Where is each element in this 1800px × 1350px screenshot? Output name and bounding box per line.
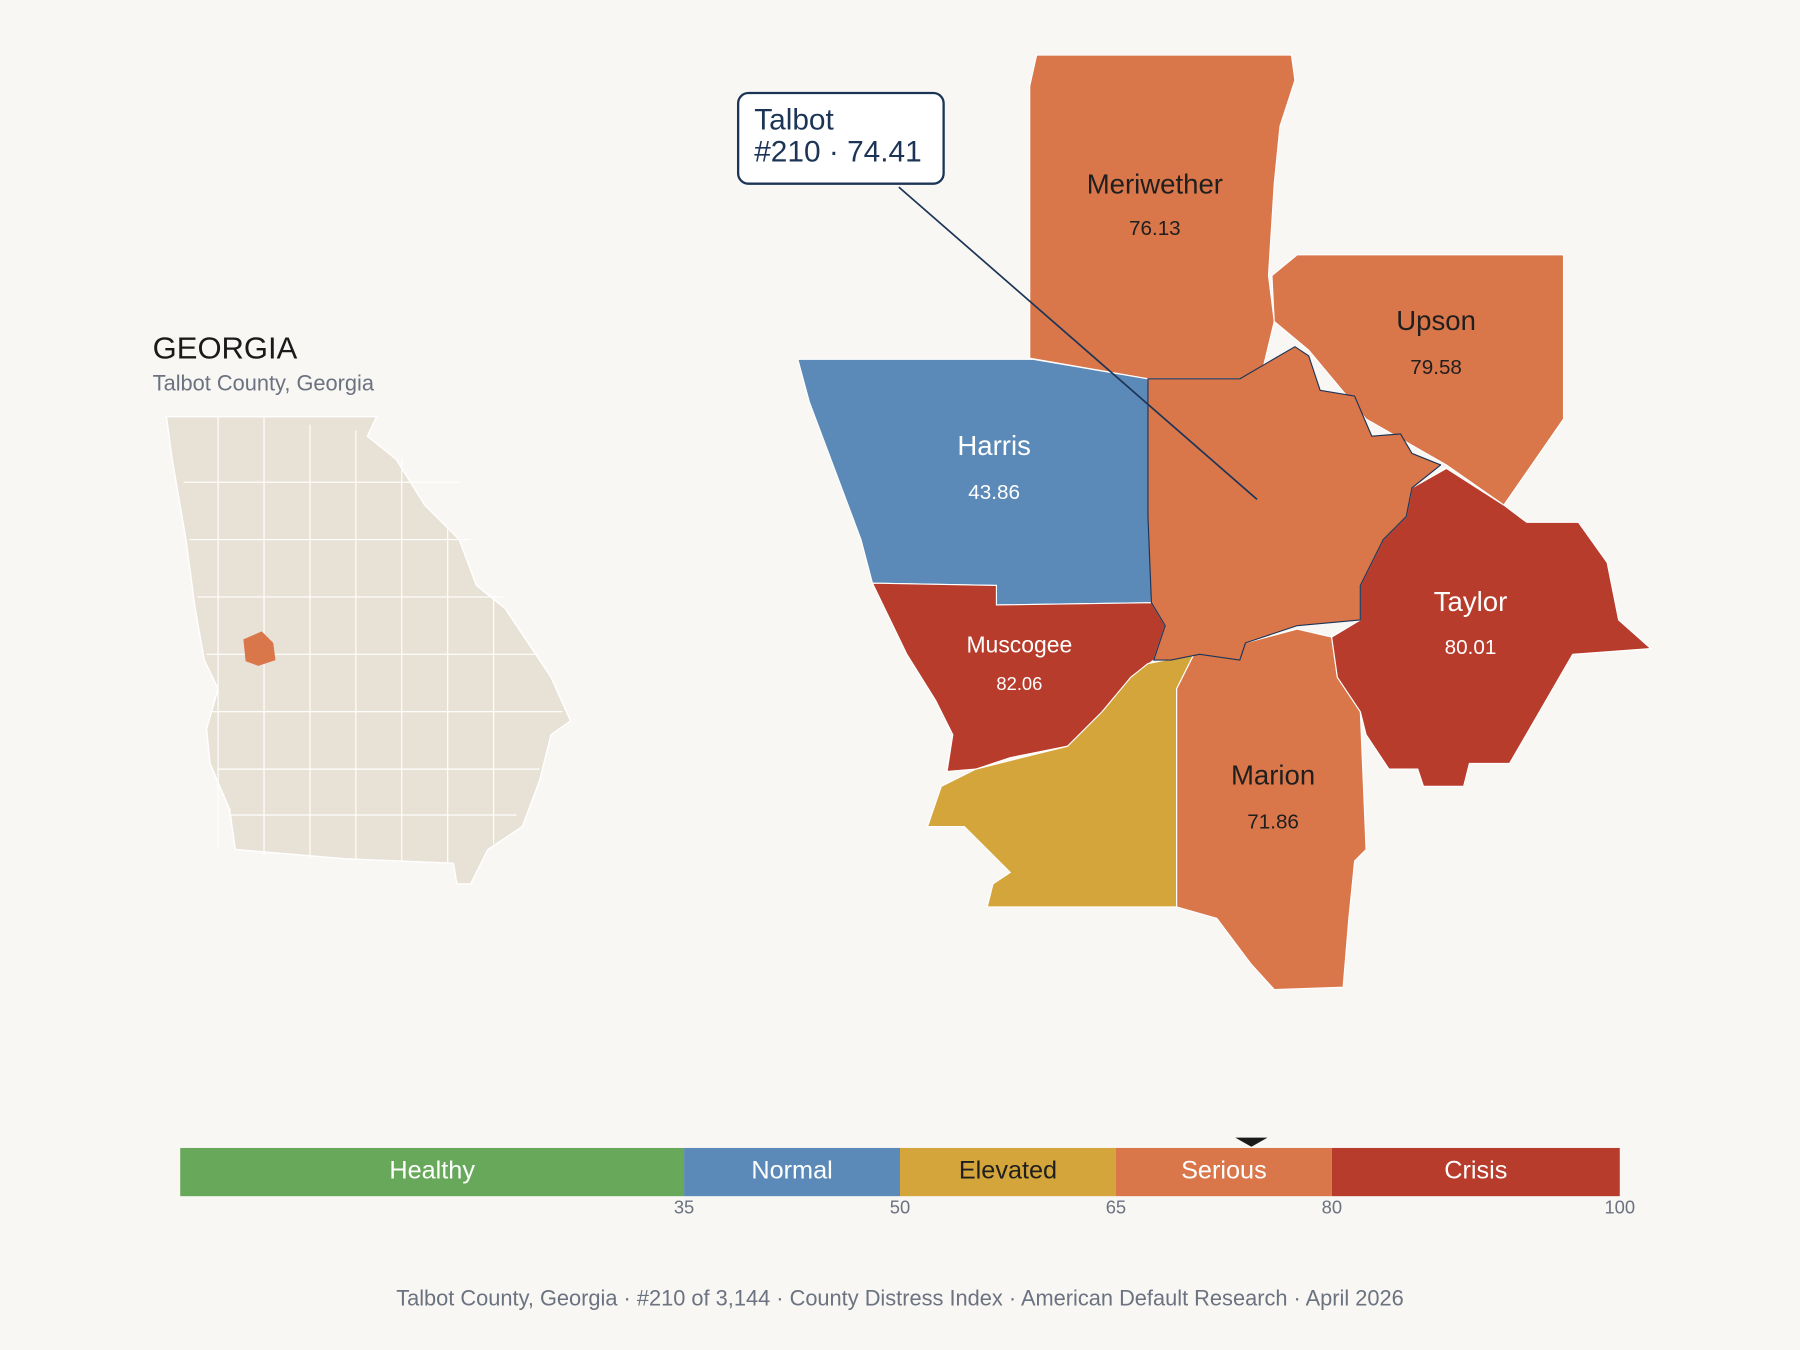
county-score: 82.06 [996, 673, 1042, 694]
county-name: Meriwether [1087, 168, 1223, 199]
scale-band-label: Healthy [389, 1157, 475, 1185]
inset-title: GEORGIA [153, 330, 298, 365]
county-name: Marion [1231, 759, 1315, 790]
county-score: 76.13 [1129, 217, 1181, 240]
county-shape [1176, 628, 1367, 991]
focus-county [1147, 346, 1442, 661]
callout-title: Talbot [754, 104, 834, 137]
county-score: 80.01 [1445, 636, 1497, 659]
county-name: Upson [1396, 305, 1476, 336]
scale-band [900, 1147, 1116, 1197]
georgia-outline [165, 416, 572, 885]
county-score: 71.86 [1247, 811, 1299, 834]
scale-tick-label: 50 [890, 1197, 910, 1218]
county-name: Harris [957, 430, 1030, 461]
scale-band [1115, 1147, 1332, 1197]
scale-band-label: Serious [1181, 1157, 1267, 1185]
distress-scale: Healthy Normal Elevated Serious Crisis 35 50 65… [180, 1137, 1635, 1218]
scale-band [684, 1147, 900, 1197]
county-shape [1029, 54, 1296, 380]
inset-subtitle: Talbot County, Georgia [153, 370, 375, 395]
scale-band [180, 1147, 685, 1197]
scale-band [1331, 1147, 1620, 1197]
county-score: 79.58 [1410, 356, 1462, 379]
county-name: Taylor [1434, 586, 1507, 617]
scale-band-label: Elevated [959, 1157, 1057, 1185]
inset-highlight [243, 631, 276, 666]
county-name: Muscogee [966, 631, 1072, 657]
scale-tick-label: 35 [674, 1197, 694, 1218]
scale-band-label: Crisis [1444, 1157, 1507, 1185]
footer: Talbot County, Georgia · #210 of 3,144 ·… [396, 1285, 1404, 1310]
county-score: 43.86 [968, 481, 1020, 504]
scale-tick-label: 80 [1322, 1197, 1342, 1218]
scale-tick-label: 100 [1604, 1197, 1635, 1218]
callout-leader [898, 186, 1258, 501]
scale-tick-label: 65 [1106, 1197, 1126, 1218]
callout-box [736, 91, 945, 185]
scale-marker [1235, 1137, 1268, 1147]
scale-band-label: Normal [751, 1157, 832, 1185]
county-shape [1271, 254, 1565, 506]
callout-detail: #210 · 74.41 [754, 136, 922, 169]
